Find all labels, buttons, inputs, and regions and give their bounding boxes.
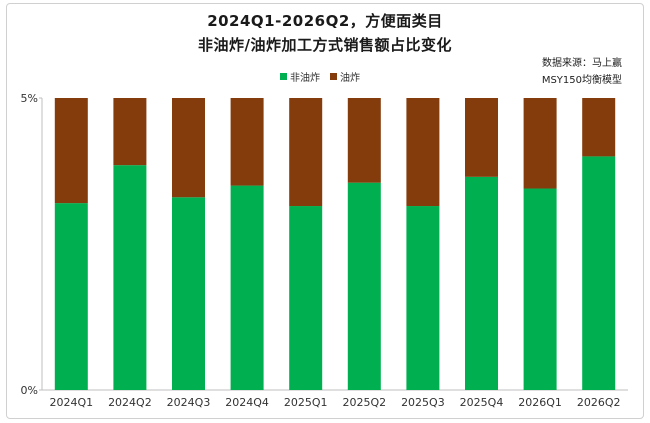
model-note: MSY150均衡模型 bbox=[541, 75, 622, 86]
x-tick-label: 2024Q2 bbox=[108, 396, 152, 409]
bar-fried-2024Q4 bbox=[230, 98, 264, 186]
legend-swatch-fried bbox=[330, 73, 337, 80]
legend-item-fried: 油炸 bbox=[330, 69, 360, 84]
bar-non-fried-2024Q4 bbox=[230, 185, 264, 390]
bar-fried-2025Q3 bbox=[406, 98, 440, 207]
bar-non-fried-2025Q2 bbox=[347, 182, 381, 390]
x-tick-label: 2024Q1 bbox=[49, 396, 93, 409]
x-tick-label: 2025Q2 bbox=[342, 396, 386, 409]
x-tick-label: 2025Q3 bbox=[401, 396, 445, 409]
bar-fried-2026Q1 bbox=[523, 98, 557, 189]
bar-fried-2025Q1 bbox=[289, 98, 323, 207]
legend-swatch-non-fried bbox=[280, 73, 287, 80]
bar-non-fried-2025Q4 bbox=[465, 176, 498, 390]
legend-label-non-fried: 非油炸 bbox=[290, 73, 320, 84]
bar-fried-2024Q1 bbox=[54, 98, 88, 204]
x-tick-label: 2025Q4 bbox=[460, 396, 504, 409]
bar-fried-2024Q3 bbox=[172, 98, 205, 198]
legend-label-fried: 油炸 bbox=[340, 73, 360, 84]
bar-fried-2026Q2 bbox=[582, 98, 616, 157]
bar-fried-2025Q4 bbox=[465, 98, 498, 177]
x-tick-label: 2026Q1 bbox=[518, 396, 562, 409]
x-tick-label: 2026Q2 bbox=[577, 396, 621, 409]
chart-title: 2024Q1-2026Q2，方便面类目 bbox=[207, 12, 443, 30]
y-tick-label: 0% bbox=[21, 384, 38, 397]
bar-non-fried-2026Q1 bbox=[523, 188, 557, 390]
legend-item-non-fried: 非油炸 bbox=[280, 69, 320, 84]
bar-non-fried-2024Q3 bbox=[172, 197, 205, 390]
bar-non-fried-2024Q1 bbox=[54, 203, 88, 390]
x-tick-label: 2024Q3 bbox=[167, 396, 211, 409]
bar-fried-2024Q2 bbox=[113, 98, 147, 166]
bar-non-fried-2026Q2 bbox=[582, 156, 616, 390]
chart-subtitle: 非油炸/油炸加工方式销售额占比变化 bbox=[198, 36, 452, 54]
bar-fried-2025Q2 bbox=[347, 98, 381, 183]
legend: 非油炸 油炸 bbox=[280, 69, 366, 84]
x-tick-label: 2024Q4 bbox=[225, 396, 269, 409]
bar-non-fried-2024Q2 bbox=[113, 165, 147, 390]
bar-non-fried-2025Q3 bbox=[406, 206, 440, 390]
bar-non-fried-2025Q1 bbox=[289, 206, 323, 390]
y-tick-label: 5% bbox=[21, 92, 38, 105]
source-note: 数据来源：马上赢 bbox=[542, 58, 622, 69]
x-tick-label: 2025Q1 bbox=[284, 396, 328, 409]
